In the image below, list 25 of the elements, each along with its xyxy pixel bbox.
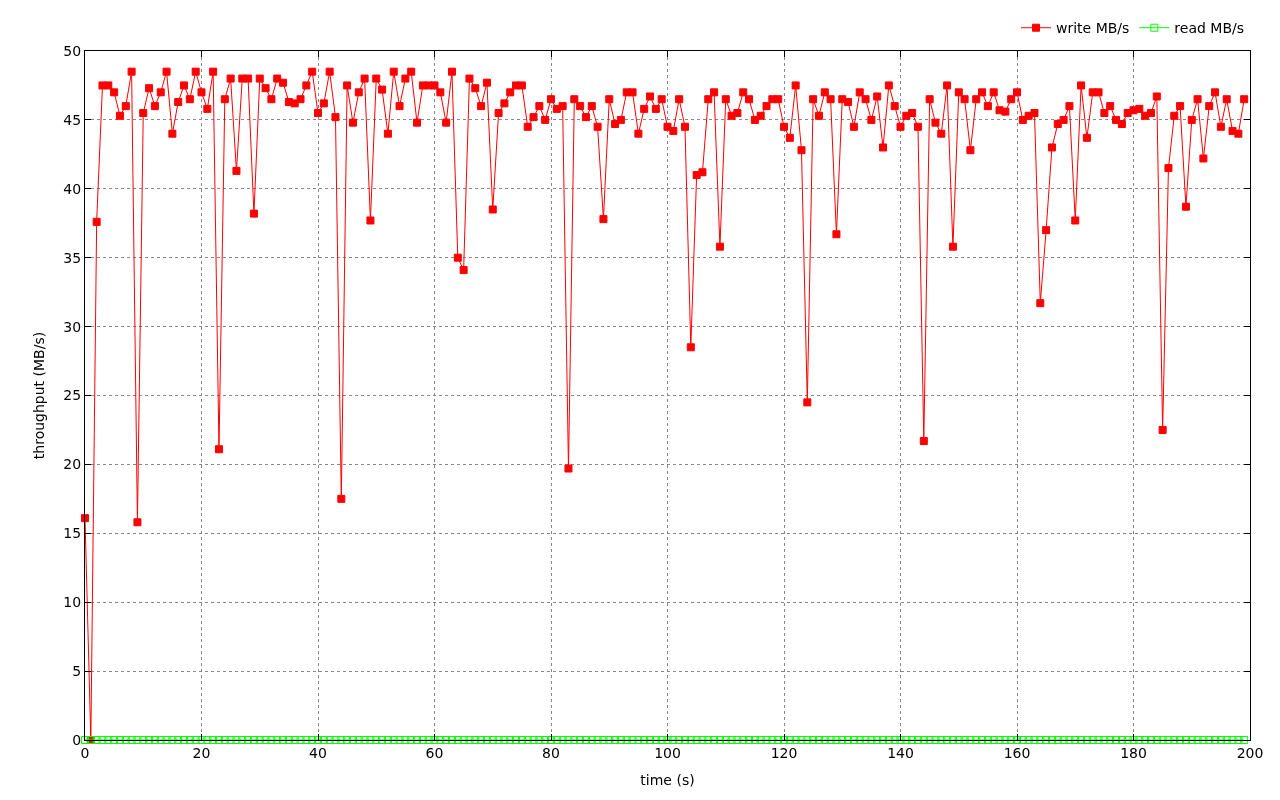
x-axis-title: time (s) [640, 772, 695, 789]
y-tick-label: 20 [63, 456, 82, 473]
y-tick-label: 10 [63, 594, 82, 611]
y-tick-label: 45 [63, 111, 82, 128]
y-tick-label: 5 [72, 663, 82, 679]
x-tick-label: 120 [770, 744, 798, 761]
x-tick-label: 40 [309, 744, 327, 761]
x-tick-label: 60 [425, 744, 444, 761]
x-tick-label: 80 [542, 744, 560, 761]
x-tick-label: 100 [654, 744, 681, 761]
y-tick-label: 35 [63, 249, 82, 266]
x-tick-label: 160 [1003, 744, 1031, 761]
x-tick-label: 180 [1120, 744, 1147, 761]
legend-label: read MB/s [1174, 20, 1245, 37]
y-tick-label: 40 [63, 180, 82, 197]
y-tick-label: 50 [63, 42, 82, 59]
y-tick-label: 30 [63, 318, 82, 335]
y-tick-label: 0 [72, 731, 82, 748]
y-tick-label: 25 [63, 387, 82, 404]
y-tick-label: 15 [63, 525, 82, 542]
x-tick-label: 200 [1236, 744, 1264, 761]
x-tick-label: 20 [192, 744, 211, 761]
legend-label: write MB/s [1056, 20, 1130, 37]
y-axis-title: throughput (MB/s) [30, 331, 47, 460]
x-tick-label: 140 [887, 744, 914, 761]
